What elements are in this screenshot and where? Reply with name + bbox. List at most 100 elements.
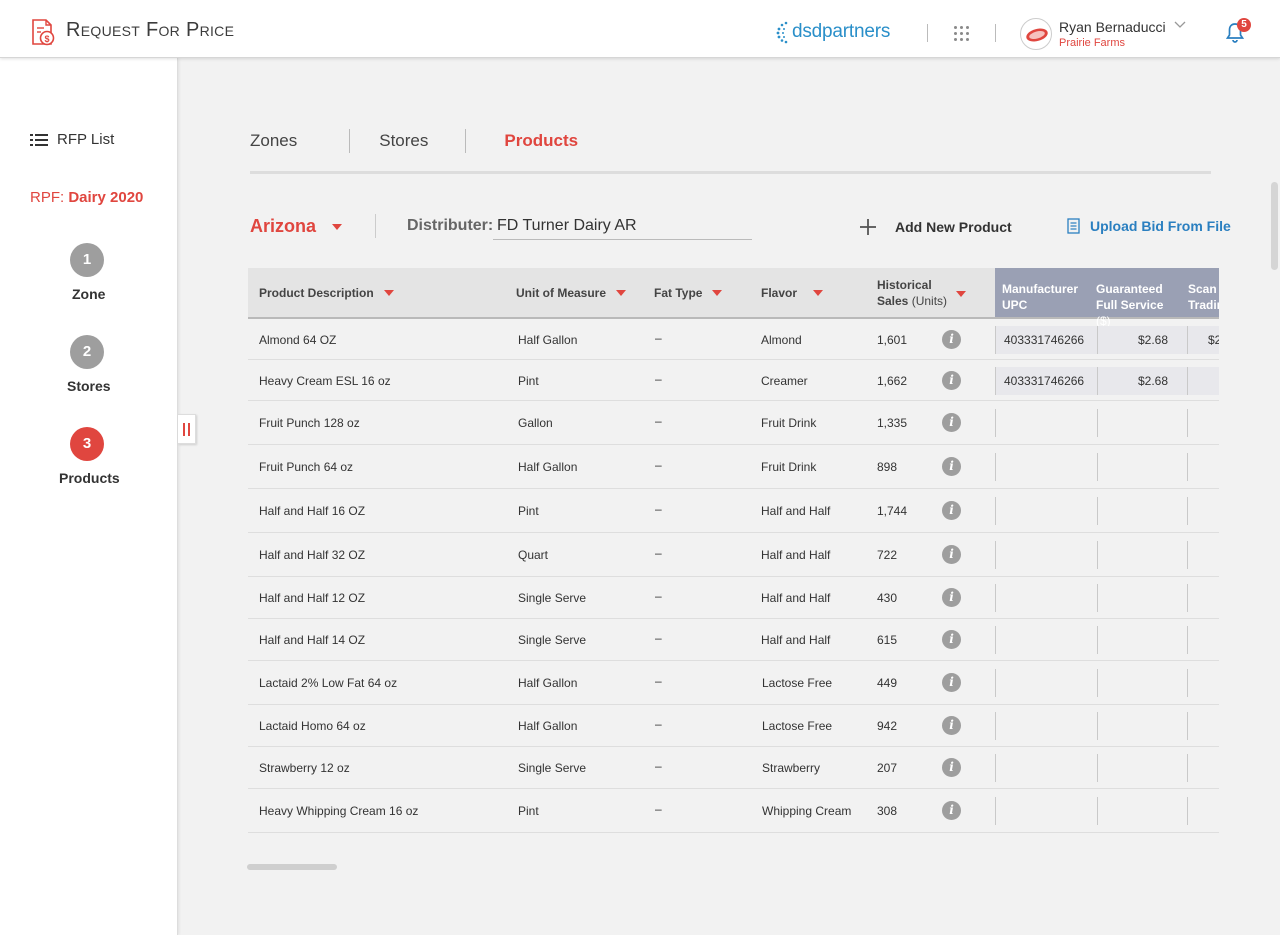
table-row[interactable]: Lactaid Homo 64 oz Half Gallon – Lactose Fr… <box>248 705 1219 747</box>
upc-input-cell[interactable] <box>995 669 1097 697</box>
scan-input-cell[interactable] <box>1187 453 1219 481</box>
tab-products[interactable]: Products <box>504 131 579 150</box>
info-icon[interactable]: i <box>942 801 961 820</box>
scan-input-cell[interactable] <box>1187 409 1219 437</box>
upc-input-cell[interactable]: 403331746266 <box>995 326 1097 354</box>
scan-input-cell[interactable] <box>1187 669 1219 697</box>
scan-input-cell[interactable] <box>1187 541 1219 569</box>
scan-input-cell[interactable]: $2 <box>1187 326 1219 354</box>
table-row[interactable]: Fruit Punch 64 oz Half Gallon – Fruit Drink… <box>248 445 1219 489</box>
gfs-input-cell[interactable] <box>1097 453 1187 481</box>
table-row[interactable]: Half and Half 14 OZ Single Serve – Half and… <box>248 619 1219 661</box>
gfs-input-cell[interactable] <box>1097 754 1187 782</box>
step-label: Stores <box>67 378 111 394</box>
column-header-historical-sales[interactable]: Historical Sales (Units) <box>877 268 947 317</box>
upc-input-cell[interactable] <box>995 453 1097 481</box>
vertical-scrollbar[interactable] <box>1271 182 1278 270</box>
rpf-title: RPF: Dairy 2020 <box>30 189 143 206</box>
gfs-input-cell[interactable] <box>1097 497 1187 525</box>
sidebar: RFP List RPF: Dairy 2020 1 Zone 2 Stores… <box>0 58 178 935</box>
upc-input-cell[interactable] <box>995 712 1097 740</box>
scan-input-cell[interactable] <box>1187 584 1219 612</box>
scan-input-cell[interactable] <box>1187 712 1219 740</box>
brand-logo[interactable]: dsdpartners <box>776 19 890 45</box>
unit-of-measure-cell: Pint <box>518 804 539 818</box>
table-row[interactable]: Lactaid 2% Low Fat 64 oz Half Gallon – Lact… <box>248 661 1219 705</box>
gfs-input-cell[interactable] <box>1097 409 1187 437</box>
upc-input-cell[interactable] <box>995 626 1097 654</box>
table-row[interactable]: Heavy Cream ESL 16 oz Pint – Creamer 1,662 i 4… <box>248 360 1219 401</box>
gfs-input-cell[interactable]: $2.68 <box>1097 367 1187 395</box>
tab-stores[interactable]: Stores <box>379 131 429 150</box>
tab-zones[interactable]: Zones <box>250 131 298 150</box>
step-zone[interactable]: 1 Zone <box>0 243 178 302</box>
column-header-fat-type[interactable]: Fat Type <box>654 268 723 317</box>
upc-input-cell[interactable] <box>995 541 1097 569</box>
gfs-input-cell[interactable]: $2.68 <box>1097 326 1187 354</box>
apps-grid-icon[interactable] <box>954 26 969 41</box>
upc-input-cell[interactable] <box>995 409 1097 437</box>
step-stores[interactable]: 2 Stores <box>0 335 178 394</box>
column-header-manufacturer-upc: Manufacturer UPC <box>995 268 1089 317</box>
column-header-unit[interactable]: Unit of Measure <box>516 268 627 317</box>
table-row[interactable]: Heavy Whipping Cream 16 oz Pint – Whipping … <box>248 789 1219 833</box>
table-row[interactable]: Half and Half 32 OZ Quart – Half and Half 72… <box>248 533 1219 577</box>
column-header-flavor[interactable]: Flavor <box>761 268 824 317</box>
gfs-input-cell[interactable] <box>1097 797 1187 825</box>
info-icon[interactable]: i <box>942 673 961 692</box>
distributer-input[interactable] <box>493 213 752 240</box>
gfs-input-cell[interactable] <box>1097 541 1187 569</box>
info-icon[interactable]: i <box>942 716 961 735</box>
upc-input-cell[interactable] <box>995 497 1097 525</box>
gfs-input-cell[interactable] <box>1097 669 1187 697</box>
scan-input-cell[interactable] <box>1187 626 1219 654</box>
upc-input-cell[interactable]: 403331746266 <box>995 367 1097 395</box>
table-row[interactable]: Half and Half 12 OZ Single Serve – Half and… <box>248 577 1219 619</box>
notification-badge[interactable]: 5 <box>1237 18 1251 32</box>
scan-input-cell[interactable] <box>1187 754 1219 782</box>
horizontal-scrollbar[interactable] <box>247 864 337 870</box>
scan-input-cell[interactable] <box>1187 497 1219 525</box>
table-row[interactable]: Fruit Punch 128 oz Gallon – Fruit Drink 1,33… <box>248 401 1219 445</box>
sort-caret-icon[interactable] <box>956 291 966 297</box>
info-icon[interactable]: i <box>942 588 961 607</box>
scan-input-cell[interactable] <box>1187 367 1219 395</box>
header-label: Tradin <box>1188 298 1219 312</box>
fat-type-cell: – <box>655 589 662 603</box>
scan-input-cell[interactable] <box>1187 797 1219 825</box>
table-row[interactable]: Half and Half 16 OZ Pint – Half and Half 1,7… <box>248 489 1219 533</box>
historical-sales-cell: 1,744 <box>877 504 908 518</box>
user-avatar[interactable] <box>1020 18 1052 50</box>
upc-input-cell[interactable] <box>995 584 1097 612</box>
unit-of-measure-cell: Single Serve <box>518 633 587 647</box>
table-row[interactable]: Strawberry 12 oz Single Serve – Strawberry 2… <box>248 747 1219 789</box>
info-icon[interactable]: i <box>942 501 961 520</box>
info-icon[interactable]: i <box>942 758 961 777</box>
upc-input-cell[interactable] <box>995 754 1097 782</box>
state-select[interactable]: Arizona <box>250 216 343 237</box>
rpf-name: Dairy 2020 <box>68 189 144 206</box>
info-icon[interactable]: i <box>942 545 961 564</box>
step-products[interactable]: 3 Products <box>0 427 178 486</box>
gfs-input-cell[interactable] <box>1097 626 1187 654</box>
add-new-product-button[interactable]: Add New Product <box>859 218 1012 236</box>
unit-of-measure-cell: Half Gallon <box>518 460 578 474</box>
gfs-input-cell[interactable] <box>1097 712 1187 740</box>
chevron-down-icon[interactable] <box>1174 20 1186 30</box>
upload-bid-label: Upload Bid From File <box>1090 218 1231 234</box>
upload-bid-button[interactable]: Upload Bid From File <box>1067 218 1231 234</box>
user-name[interactable]: Ryan Bernaducci <box>1059 19 1166 35</box>
info-icon[interactable]: i <box>942 457 961 476</box>
info-icon[interactable]: i <box>942 413 961 432</box>
gfs-input-cell[interactable] <box>1097 584 1187 612</box>
distributer-label: Distributer: <box>407 217 494 234</box>
gfs-value: $2.68 <box>1138 333 1169 347</box>
upc-input-cell[interactable] <box>995 797 1097 825</box>
info-icon[interactable]: i <box>942 371 961 390</box>
sidebar-collapse-handle[interactable] <box>178 414 196 444</box>
table-row[interactable]: Almond 64 OZ Half Gallon – Almond 1,601 i 4033… <box>248 319 1219 360</box>
info-icon[interactable]: i <box>942 330 961 349</box>
rfp-list-link[interactable]: RFP List <box>30 131 114 148</box>
info-icon[interactable]: i <box>942 630 961 649</box>
column-header-product[interactable]: Product Description <box>259 268 394 317</box>
